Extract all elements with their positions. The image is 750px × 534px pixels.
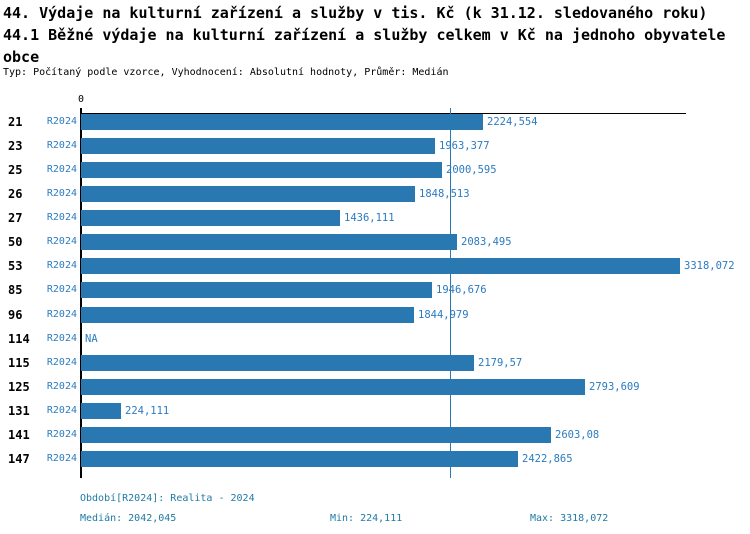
- bar-value-label: 2224,554: [487, 116, 538, 128]
- chart-meta-line: Typ: Počítaný podle vzorce, Vyhodnocení:…: [3, 67, 449, 78]
- median-line: [450, 108, 451, 478]
- row-category-label: 131: [8, 404, 30, 418]
- bar: [81, 307, 414, 323]
- bar: [81, 403, 121, 419]
- x-axis-top-line: [81, 113, 686, 114]
- row-category-label: 26: [8, 187, 23, 201]
- row-category-label: 141: [8, 428, 30, 442]
- bar-value-label: 2422,865: [522, 453, 573, 465]
- chart-title-line2: 44.1 Běžné výdaje na kulturní zařízení a…: [3, 26, 726, 66]
- bar: [81, 451, 518, 467]
- row-category-label: 21: [8, 115, 23, 129]
- bar-value-label: 1436,111: [344, 212, 395, 224]
- bar-value-label: 2000,595: [446, 164, 497, 176]
- row-category-label: 115: [8, 356, 30, 370]
- bar: [81, 114, 483, 130]
- row-series-label: R2024: [46, 164, 77, 175]
- row-series-label: R2024: [46, 212, 77, 223]
- row-category-label: 25: [8, 163, 23, 177]
- row-category-label: 96: [8, 308, 23, 322]
- row-category-label: 53: [8, 259, 23, 273]
- row-category-label: 50: [8, 235, 23, 249]
- row-series-label: R2024: [46, 116, 77, 127]
- bar: [81, 210, 340, 226]
- bar: [81, 282, 432, 298]
- bar: [81, 138, 435, 154]
- row-series-label: R2024: [46, 357, 77, 368]
- row-category-label: 23: [8, 139, 23, 153]
- bar-value-label: 224,111: [125, 405, 170, 417]
- row-series-label: R2024: [46, 381, 77, 392]
- x-axis-zero-tick-label: 0: [77, 94, 85, 105]
- footer-period-label: Období[R2024]: Realita - 2024: [80, 493, 255, 504]
- bar: [81, 427, 551, 443]
- row-category-label: 147: [8, 452, 30, 466]
- row-category-label: 27: [8, 211, 23, 225]
- row-series-label: R2024: [46, 236, 77, 247]
- bar: [81, 379, 585, 395]
- footer-median-label: Medián: 2042,045: [80, 513, 177, 524]
- row-series-label: R2024: [46, 140, 77, 151]
- row-category-label: 114: [8, 332, 30, 346]
- row-series-label: R2024: [46, 405, 77, 416]
- row-series-label: R2024: [46, 260, 77, 271]
- bar-value-label: 2793,609: [589, 381, 640, 393]
- bar-value-label: 1844,979: [418, 309, 469, 321]
- bar-value-label: 2083,495: [461, 236, 512, 248]
- row-series-label: R2024: [46, 333, 77, 344]
- row-category-label: 125: [8, 380, 30, 394]
- row-series-label: R2024: [46, 284, 77, 295]
- bar: [81, 234, 457, 250]
- bar: [81, 355, 474, 371]
- bar: [81, 186, 415, 202]
- bar-na-label: NA: [85, 333, 98, 345]
- footer-max-label: Max: 3318,072: [530, 513, 609, 524]
- footer-min-label: Min: 224,111: [330, 513, 403, 524]
- row-series-label: R2024: [46, 188, 77, 199]
- chart-title-line1: 44. Výdaje na kulturní zařízení a služby…: [3, 4, 708, 22]
- row-category-label: 85: [8, 283, 23, 297]
- row-series-label: R2024: [46, 453, 77, 464]
- bar-value-label: 3318,072: [684, 260, 735, 272]
- bar: [81, 258, 680, 274]
- bar-value-label: 1946,676: [436, 284, 487, 296]
- bar-value-label: 1963,377: [439, 140, 490, 152]
- row-series-label: R2024: [46, 429, 77, 440]
- bar-value-label: 1848,513: [419, 188, 470, 200]
- bar-value-label: 2179,57: [478, 357, 523, 369]
- bar-value-label: 2603,08: [555, 429, 600, 441]
- bar: [81, 162, 442, 178]
- row-series-label: R2024: [46, 309, 77, 320]
